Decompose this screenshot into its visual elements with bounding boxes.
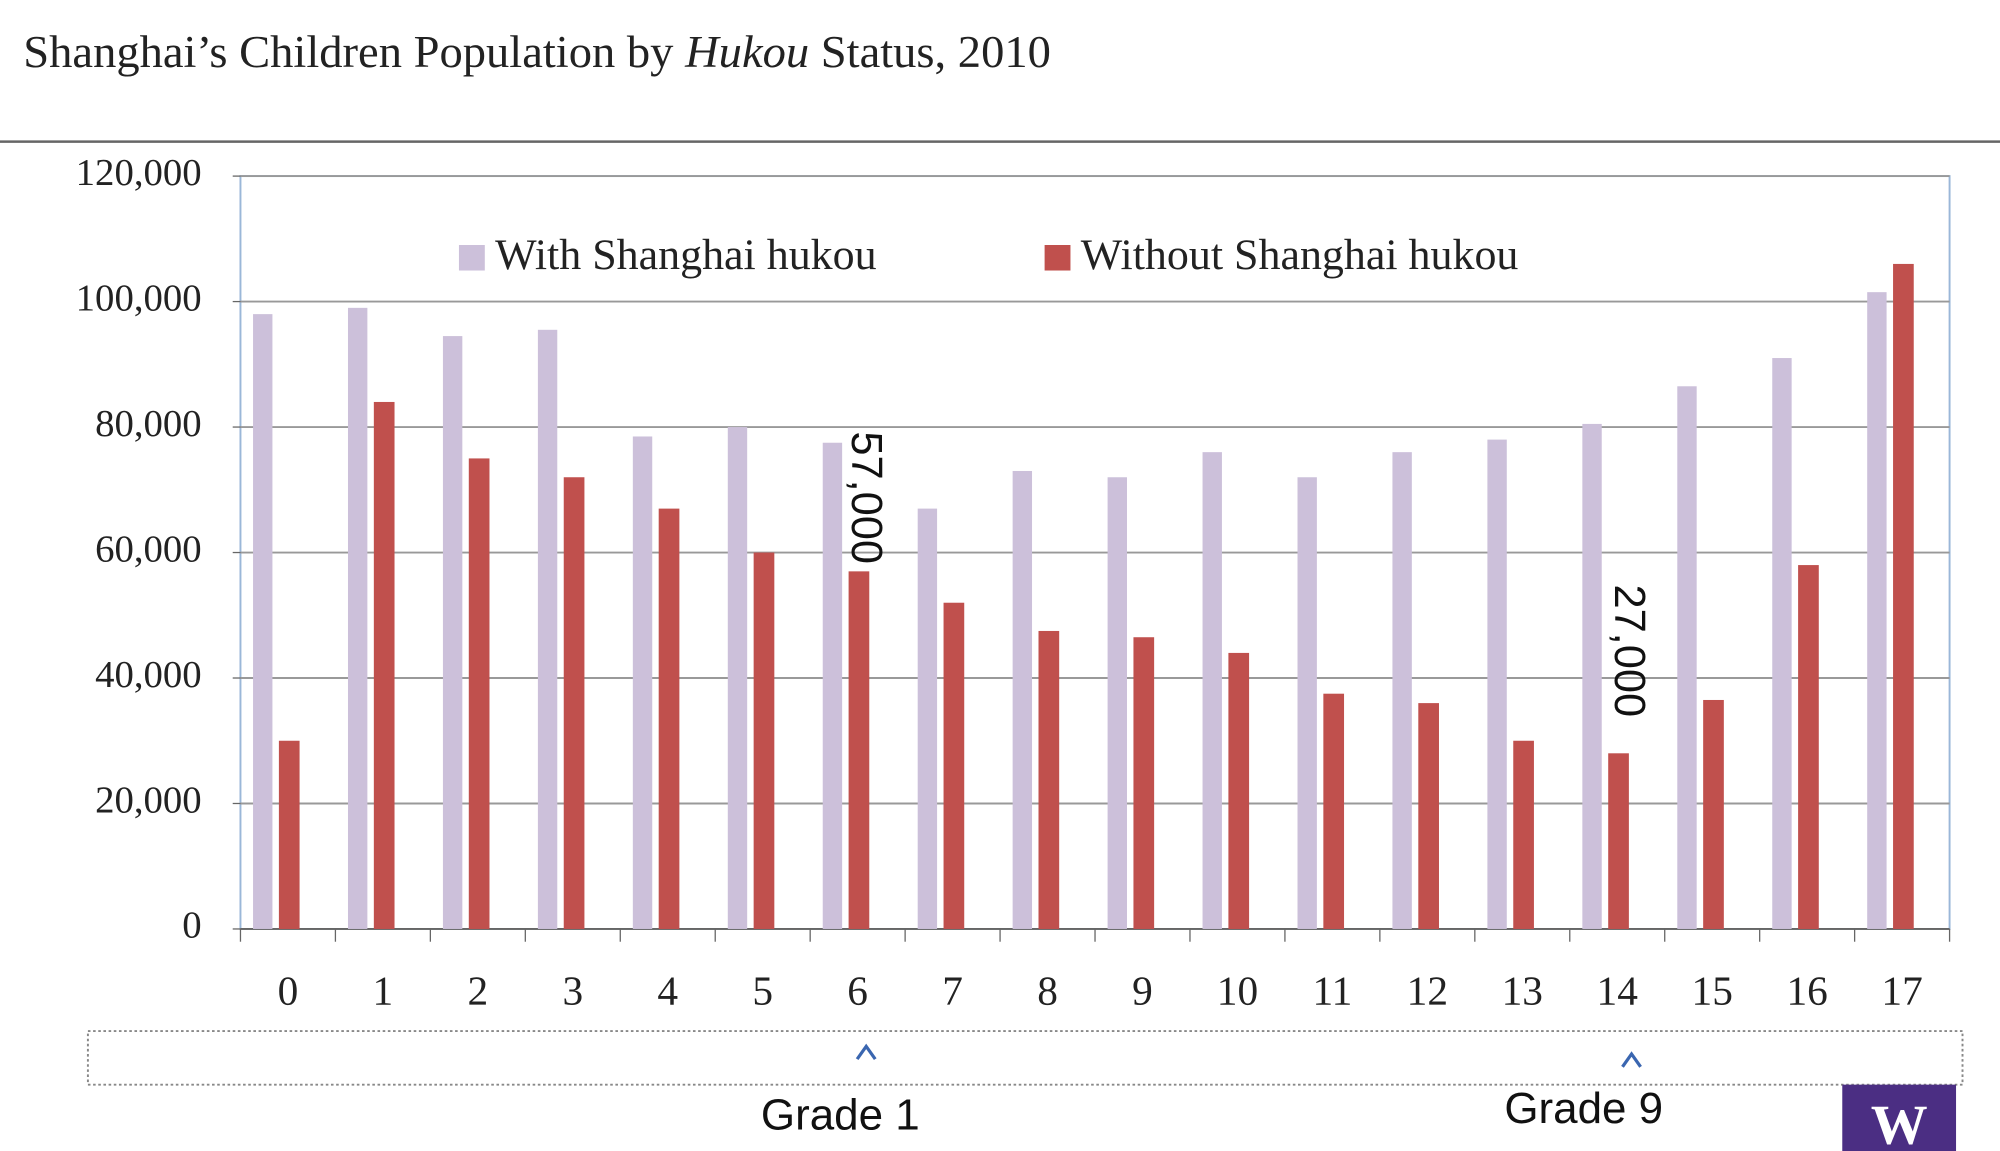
y-tick-label: 0 — [182, 905, 201, 947]
arrow — [855, 1043, 877, 1061]
x-tick-label: 17 — [1881, 968, 1922, 1014]
arrow — [1621, 1051, 1642, 1068]
bar — [943, 602, 965, 929]
bar — [1012, 470, 1033, 929]
bar — [1487, 439, 1507, 929]
title-part: Hukou — [684, 27, 809, 78]
bar — [753, 552, 775, 929]
bar — [822, 442, 843, 929]
y-tick-label: 60,000 — [95, 529, 202, 571]
logo — [1842, 1084, 1957, 1151]
title-part: Shanghai’s Children Population by — [23, 27, 685, 78]
x-tick-label: 6 — [847, 968, 868, 1014]
bar — [1038, 630, 1060, 929]
bar — [1133, 637, 1155, 929]
legend-swatch — [458, 245, 485, 271]
bar — [1418, 703, 1439, 929]
bar — [563, 477, 585, 929]
annotation: Grade 1 — [761, 1091, 920, 1140]
bar — [373, 401, 395, 929]
bar — [253, 314, 273, 929]
bar — [658, 508, 680, 929]
x-tick-label: 3 — [562, 968, 583, 1014]
legend-label: With Shanghai hukou — [495, 231, 877, 279]
annotation: 27,000 — [1605, 584, 1654, 717]
annotation: Grade 9 — [1504, 1084, 1663, 1133]
bar — [1608, 753, 1629, 929]
title-part: Status, 2010 — [809, 27, 1051, 78]
x-tick-label: 15 — [1692, 968, 1733, 1014]
bar — [347, 307, 368, 929]
y-tick-label: 40,000 — [95, 654, 202, 696]
bar — [1703, 699, 1724, 929]
annotation: 57,000 — [842, 431, 891, 564]
bar — [1392, 452, 1412, 929]
x-tick-label: 16 — [1786, 968, 1827, 1014]
chart-title: Shanghai’s Children Population by Hukou … — [23, 27, 1051, 78]
x-tick-label: 0 — [278, 968, 299, 1014]
y-tick-label: 80,000 — [95, 403, 202, 445]
bar — [442, 336, 463, 929]
bar — [1323, 693, 1345, 929]
x-tick-label: 8 — [1037, 968, 1058, 1014]
bar — [1297, 477, 1317, 929]
x-tick-label: 14 — [1597, 968, 1638, 1014]
bar — [1228, 652, 1250, 929]
logo-text: W — [1871, 1095, 1928, 1151]
bar — [278, 740, 300, 929]
bar — [1893, 263, 1914, 929]
bar — [1867, 292, 1887, 929]
bracket — [86, 1030, 1964, 1086]
y-tick-label: 20,000 — [95, 779, 202, 821]
bar — [1107, 477, 1127, 929]
bar — [1582, 423, 1602, 929]
x-tick-label: 11 — [1312, 968, 1352, 1014]
bar — [1772, 358, 1792, 929]
bar — [1513, 740, 1534, 929]
bar — [917, 508, 938, 929]
bar — [537, 329, 558, 929]
x-tick-label: 10 — [1217, 968, 1258, 1014]
x-tick-label: 4 — [657, 968, 678, 1014]
y-tick-label: 100,000 — [76, 278, 202, 320]
bar — [848, 571, 870, 929]
x-tick-label: 7 — [942, 968, 963, 1014]
bar — [632, 436, 653, 929]
bar — [468, 458, 490, 929]
x-tick-label: 12 — [1407, 968, 1448, 1014]
bar — [1798, 565, 1819, 929]
bar — [1677, 386, 1697, 929]
legend-label: Without Shanghai hukou — [1081, 231, 1519, 279]
bar — [1202, 452, 1222, 929]
x-tick-label: 9 — [1132, 968, 1153, 1014]
x-tick-label: 5 — [752, 968, 773, 1014]
x-tick-label: 2 — [468, 968, 489, 1014]
x-tick-label: 13 — [1502, 968, 1543, 1014]
x-tick-label: 1 — [373, 968, 394, 1014]
y-tick-label: 120,000 — [76, 152, 202, 194]
bar — [727, 427, 748, 929]
legend-swatch — [1044, 245, 1071, 271]
